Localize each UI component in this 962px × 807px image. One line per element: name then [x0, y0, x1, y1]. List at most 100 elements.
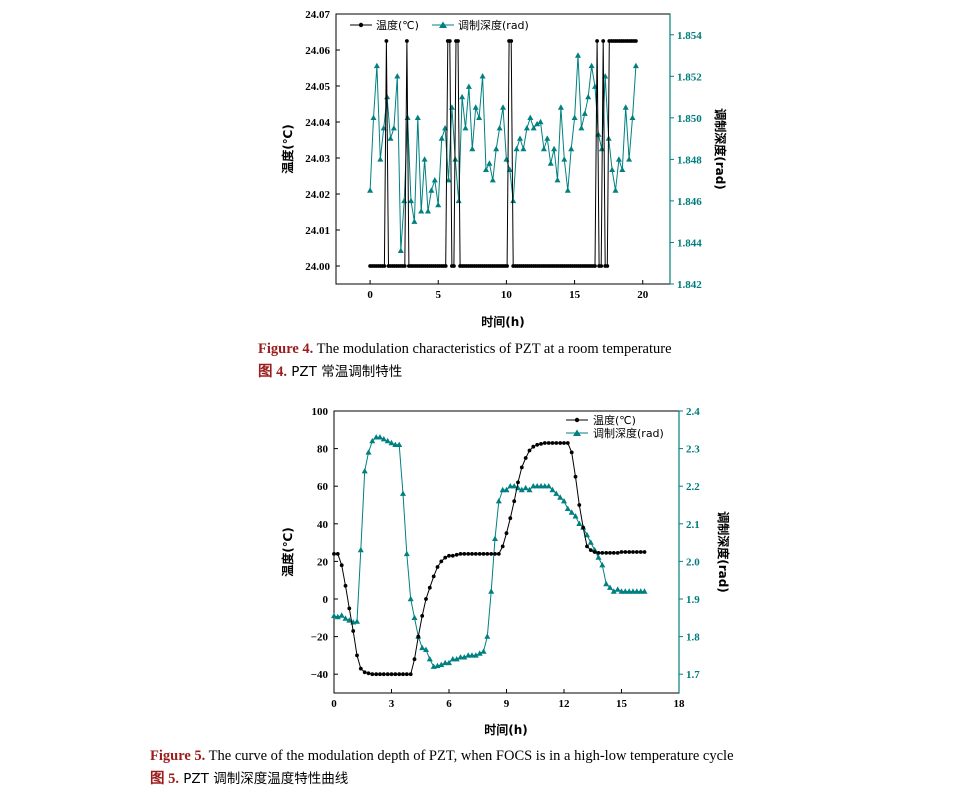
temperature-point [358, 666, 363, 671]
temperature-point [592, 550, 597, 554]
temperature-point [596, 551, 601, 555]
temperature-point [581, 525, 586, 530]
depth-point [457, 654, 464, 660]
depth-point [538, 483, 544, 489]
temperature-point [595, 39, 599, 43]
temperature-point [569, 450, 574, 455]
temperature-point [456, 39, 460, 43]
depth-point [357, 546, 364, 553]
legend-temp-marker [358, 22, 364, 28]
depth-point [480, 648, 487, 654]
depth-point [520, 145, 527, 152]
figure4-y-axis-label-right: 调制深度(rad) [713, 108, 728, 190]
temperature-point [496, 552, 501, 556]
depth-point [438, 661, 445, 667]
depth-point [377, 434, 383, 440]
y-tick-label-right: 2.1 [686, 519, 700, 531]
depth-point [459, 93, 466, 100]
temperature-point [382, 264, 387, 268]
temperature-point [420, 614, 425, 618]
x-tick-label: 0 [367, 289, 373, 301]
depth-point [507, 483, 514, 489]
temperature-point [600, 551, 605, 555]
depth-point [615, 156, 622, 162]
legend-depth-label: 调制深度(rad) [458, 18, 529, 32]
depth-point [499, 486, 506, 493]
depth-point [397, 247, 404, 253]
temperature-point [374, 672, 379, 677]
depth-point [476, 650, 483, 656]
depth-point [384, 437, 391, 444]
depth-point [479, 73, 486, 79]
temperature-point [539, 442, 543, 446]
depth-point [599, 562, 606, 568]
temperature-point [634, 550, 639, 554]
figure4-caption-cn-text: PZT 常温调制特性 [287, 364, 403, 380]
depth-point [392, 441, 399, 447]
y-tick-label-right: 1.854 [677, 30, 702, 42]
depth-point [367, 187, 374, 193]
y-tick-label-left: 20 [317, 556, 329, 568]
temperature-point [593, 264, 597, 268]
figure4-caption-en: Figure 4. The modulation characteristics… [258, 341, 672, 358]
figure4-y-ticks-right: 1.842 1.844 1.846 1.848 1.850 1.852 1.854 [670, 30, 702, 291]
y-tick-label-left: 24.02 [305, 189, 330, 201]
depth-point [453, 656, 460, 662]
depth-point [461, 654, 468, 660]
figure4-chart: 0 5 10 15 20 24.0024.0124.0224.0324.0424.052… [280, 9, 728, 329]
depth-point [564, 505, 571, 511]
depth-point [408, 197, 414, 204]
depth-point [448, 104, 455, 110]
depth-point [493, 145, 500, 152]
depth-point [489, 177, 496, 183]
figure5-series-depth [331, 434, 648, 669]
depth-point [331, 612, 337, 619]
y-tick-label-left: 24.06 [305, 45, 330, 57]
temperature-point [558, 441, 563, 445]
depth-point [403, 550, 410, 557]
depth-point [629, 114, 636, 120]
depth-point [534, 120, 541, 127]
x-tick-label: 18 [674, 698, 686, 710]
depth-point [572, 513, 579, 519]
temperature-point [615, 551, 620, 555]
temperature-point [384, 39, 389, 43]
depth-point [545, 483, 552, 489]
depth-point [576, 520, 583, 526]
depth-point [511, 483, 518, 489]
depth-point [390, 125, 397, 131]
depth-point [418, 208, 425, 214]
temperature-point [397, 672, 402, 677]
depth-point [377, 156, 384, 162]
temperature-point [573, 474, 578, 479]
figure5-caption-en: Figure 5. The curve of the modulation de… [150, 748, 734, 765]
y-tick-label-left: 24.05 [305, 81, 330, 93]
temperature-point [642, 550, 647, 554]
depth-point [500, 104, 506, 110]
temperature-point [519, 465, 524, 470]
y-tick-label-right: 1.7 [686, 669, 700, 681]
depth-point [541, 483, 548, 489]
x-tick-label: 12 [559, 698, 571, 710]
temperature-point [431, 574, 436, 579]
temperature-point [631, 550, 635, 554]
depth-point [469, 145, 476, 152]
depth-point [365, 449, 372, 455]
depth-point [442, 659, 449, 666]
figure5-caption-en-label: Figure 5. [150, 748, 206, 764]
temperature-point [370, 672, 375, 677]
temperature-point [435, 565, 440, 569]
temperature-point [504, 531, 509, 536]
y-tick-label-right: 1.846 [677, 196, 702, 208]
depth-point [603, 580, 610, 587]
temperature-point [585, 544, 589, 549]
depth-point [476, 114, 483, 120]
legend-temp-marker [574, 417, 580, 423]
depth-point [369, 437, 376, 444]
depth-point [626, 588, 633, 594]
depth-point [449, 656, 456, 662]
x-tick-label: 0 [331, 698, 337, 710]
figure4-caption-cn-label: 图 4. [258, 364, 287, 380]
depth-point [472, 652, 479, 658]
legend-depth-label: 调制深度(rad) [593, 426, 664, 440]
